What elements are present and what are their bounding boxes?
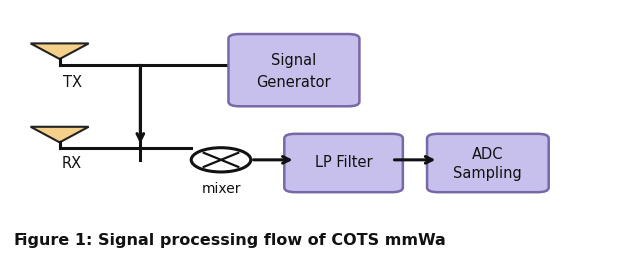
Text: Signal: Signal [271, 53, 317, 68]
FancyBboxPatch shape [284, 134, 403, 192]
Text: Generator: Generator [257, 75, 332, 90]
Text: TX: TX [63, 75, 81, 90]
Text: ADC: ADC [472, 147, 504, 162]
Polygon shape [30, 127, 89, 142]
Polygon shape [30, 43, 89, 59]
Circle shape [191, 148, 251, 172]
Text: Sampling: Sampling [453, 166, 522, 181]
Text: RX: RX [62, 156, 82, 171]
Text: LP Filter: LP Filter [315, 155, 373, 170]
Text: F: F [13, 233, 24, 248]
Text: igure 1: Signal processing flow of COTS mmWa: igure 1: Signal processing flow of COTS … [22, 233, 446, 248]
FancyBboxPatch shape [427, 134, 549, 192]
Text: mixer: mixer [202, 182, 241, 196]
FancyBboxPatch shape [228, 34, 360, 106]
